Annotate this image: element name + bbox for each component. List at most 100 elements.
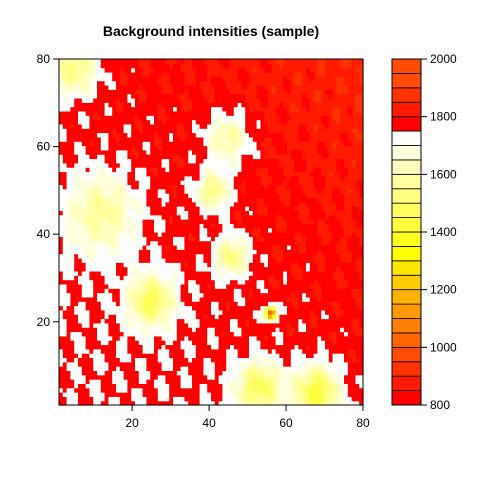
heatmap-cell	[93, 400, 98, 406]
heatmap-cell	[351, 188, 356, 194]
heatmap-cell	[249, 275, 254, 281]
heatmap-cell	[260, 249, 265, 255]
heatmap-cell	[332, 366, 337, 371]
heatmap-cell	[74, 206, 79, 211]
heatmap-cell	[355, 162, 360, 168]
heatmap-cell	[180, 270, 185, 276]
heatmap-cell	[131, 383, 136, 389]
heatmap-cell	[344, 141, 349, 147]
heatmap-cell	[294, 353, 299, 359]
heatmap-cell	[192, 344, 197, 350]
heatmap-cell	[157, 366, 163, 371]
heatmap-cell	[355, 193, 360, 198]
heatmap-cell	[62, 132, 68, 138]
heatmap-cell	[302, 240, 307, 246]
heatmap-cell	[275, 270, 280, 276]
heatmap-cell	[344, 219, 349, 224]
heatmap-cell	[211, 344, 216, 350]
heatmap-cell	[264, 184, 269, 190]
heatmap-cell	[81, 180, 87, 186]
heatmap-cell	[112, 201, 117, 207]
heatmap-cell	[214, 257, 220, 263]
heatmap-cell	[81, 249, 87, 255]
heatmap-cell	[173, 214, 178, 220]
heatmap-cell	[211, 240, 216, 246]
heatmap-cell	[108, 305, 113, 311]
heatmap-cell	[70, 309, 75, 315]
heatmap-cell	[142, 262, 147, 268]
heatmap-cell	[328, 357, 334, 363]
heatmap-cell	[256, 366, 261, 371]
heatmap-cell	[150, 167, 155, 173]
heatmap-cell	[313, 136, 318, 142]
heatmap-cell	[359, 353, 364, 359]
heatmap-cell	[359, 206, 364, 211]
heatmap-cell	[199, 283, 204, 289]
heatmap-cell	[302, 184, 307, 190]
heatmap-cell	[211, 305, 216, 311]
heatmap-cell	[169, 244, 174, 250]
heatmap-cell	[241, 279, 246, 285]
heatmap-cell	[287, 348, 292, 354]
heatmap-cell	[184, 210, 189, 216]
heatmap-cell	[283, 340, 288, 346]
heatmap-cell	[340, 262, 345, 268]
heatmap-cell	[298, 305, 303, 311]
heatmap-cell	[188, 188, 193, 194]
heatmap-cell	[59, 314, 64, 320]
heatmap-cell	[256, 344, 261, 350]
heatmap-cell	[74, 201, 79, 207]
heatmap-cell	[81, 301, 87, 307]
heatmap-cell	[78, 136, 83, 142]
heatmap-cell	[252, 206, 258, 211]
heatmap-cell	[123, 296, 128, 302]
heatmap-cell	[317, 366, 322, 371]
heatmap-cell	[203, 193, 208, 198]
heatmap-cell	[116, 180, 121, 186]
heatmap-cell	[165, 305, 170, 311]
heatmap-cell	[283, 296, 288, 302]
heatmap-cell	[241, 392, 246, 397]
heatmap-cell	[214, 223, 220, 229]
heatmap-cell	[74, 219, 79, 224]
heatmap-cell	[344, 240, 349, 246]
heatmap-cell	[241, 167, 246, 173]
heatmap-cell	[161, 374, 166, 380]
heatmap-cell	[81, 188, 87, 194]
heatmap-cell	[146, 132, 151, 138]
heatmap-cell	[74, 400, 79, 406]
heatmap-cell	[317, 175, 322, 181]
heatmap-cell	[70, 327, 75, 333]
heatmap-cell	[355, 184, 360, 190]
heatmap-cell	[302, 327, 307, 333]
heatmap-cell	[252, 201, 258, 207]
heatmap-cell	[184, 400, 189, 406]
heatmap-cell	[78, 266, 83, 272]
heatmap-cell	[294, 288, 299, 294]
heatmap-cell	[173, 175, 178, 181]
heatmap-cell	[241, 331, 246, 337]
heatmap-cell	[59, 292, 64, 298]
heatmap-cell	[271, 296, 277, 302]
heatmap-cell	[184, 257, 189, 263]
heatmap-cell	[222, 296, 227, 302]
heatmap-cell	[317, 348, 322, 354]
heatmap-cell	[112, 257, 117, 263]
heatmap-cell	[260, 227, 265, 233]
heatmap-cell	[93, 353, 98, 359]
heatmap-cell	[142, 171, 147, 177]
heatmap-cell	[154, 158, 159, 164]
heatmap-cell	[173, 309, 178, 315]
heatmap-cell	[150, 158, 155, 164]
heatmap-cell	[203, 340, 208, 346]
heatmap-cell	[176, 219, 182, 224]
heatmap-cell	[294, 167, 299, 173]
heatmap-cell	[173, 305, 178, 311]
heatmap-cell	[176, 270, 182, 276]
heatmap-cell	[112, 188, 117, 194]
heatmap-cell	[237, 292, 242, 298]
heatmap-cell	[260, 340, 265, 346]
heatmap-cell	[351, 240, 356, 246]
heatmap-cell	[207, 318, 212, 324]
heatmap-cell	[161, 301, 166, 307]
